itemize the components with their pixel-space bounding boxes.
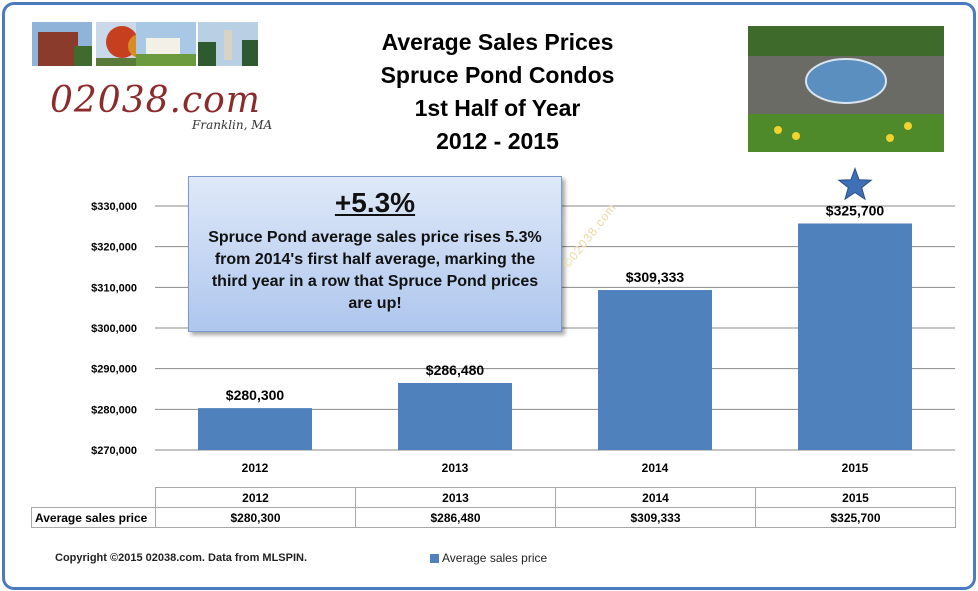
table-year-2014: 2014 [555, 487, 756, 508]
table-header-row: 2012 2013 2014 2015 [32, 487, 956, 508]
bar-2013 [398, 382, 512, 450]
legend-swatch [430, 554, 439, 564]
chart-title: Average Sales Prices Spruce Pond Condos … [340, 26, 655, 158]
data-label-2014: $309,333 [626, 269, 685, 285]
table-row-label: Average sales price [31, 507, 156, 528]
table-value-2012: $280,300 [155, 507, 356, 528]
title-line-2: Spruce Pond Condos [380, 62, 615, 88]
table-year-2013: 2013 [355, 487, 556, 508]
callout-headline: +5.3% [334, 187, 416, 218]
table-value-2014: $309,333 [555, 507, 756, 528]
x-tick-label: 2012 [242, 461, 269, 475]
data-table: 2012 2013 2014 2015 Average sales price … [31, 487, 956, 528]
x-tick-label: 2014 [642, 461, 669, 475]
y-axis-ticks: $270,000 $280,000 $290,000 $300,000 $310,000… [91, 201, 137, 457]
y-tick-label: $330,000 [91, 201, 137, 213]
legend: Average sales price [430, 551, 547, 565]
bars [198, 223, 912, 450]
table-year-2012: 2012 [155, 487, 356, 508]
table-row: Average sales price $280,300 $286,480 $3… [31, 507, 956, 528]
title-line-4: 2012 - 2015 [436, 128, 559, 154]
title-line-3: 1st Half of Year [414, 95, 581, 121]
entrance-sign-photo [748, 26, 944, 152]
site-logo: 02038.com [50, 80, 261, 121]
x-tick-label: 2015 [842, 461, 869, 475]
bar-2015 [798, 223, 912, 450]
x-tick-label: 2013 [442, 461, 469, 475]
y-tick-label: $300,000 [91, 323, 137, 335]
bar-2012 [198, 408, 312, 450]
bar-2014 [598, 290, 712, 450]
y-tick-label: $270,000 [91, 445, 137, 457]
legend-label: Average sales price [442, 551, 548, 565]
highlight-star-icon [837, 167, 873, 201]
logo-subtitle: Franklin, MA [192, 118, 273, 132]
table-year-2015: 2015 [755, 487, 956, 508]
data-label-2012: $280,300 [226, 387, 285, 403]
table-value-2013: $286,480 [355, 507, 556, 528]
brick-building-photo [32, 22, 92, 66]
data-label-2013: $286,480 [426, 362, 485, 378]
town-common-photo [136, 22, 196, 66]
callout-box: +5.3% Spruce Pond average sales price ri… [188, 176, 562, 332]
x-axis-ticks: 2012 2013 2014 2015 [242, 461, 869, 475]
data-label-2015: $325,700 [826, 202, 885, 218]
y-tick-label: $280,000 [91, 404, 137, 416]
table-corner [32, 488, 156, 508]
copyright-text: Copyright ©2015 02038.com. Data from MLS… [55, 552, 308, 564]
y-tick-label: $290,000 [91, 364, 137, 376]
table-value-2015: $325,700 [755, 507, 956, 528]
monument-photo [198, 22, 258, 66]
title-line-1: Average Sales Prices [381, 29, 614, 55]
data-labels: $280,300 $286,480 $309,333 $325,700 [226, 167, 885, 403]
y-tick-label: $320,000 [91, 242, 137, 254]
callout-text: Spruce Pond average sales price rises 5.… [208, 229, 542, 312]
y-tick-label: $310,000 [91, 282, 137, 294]
